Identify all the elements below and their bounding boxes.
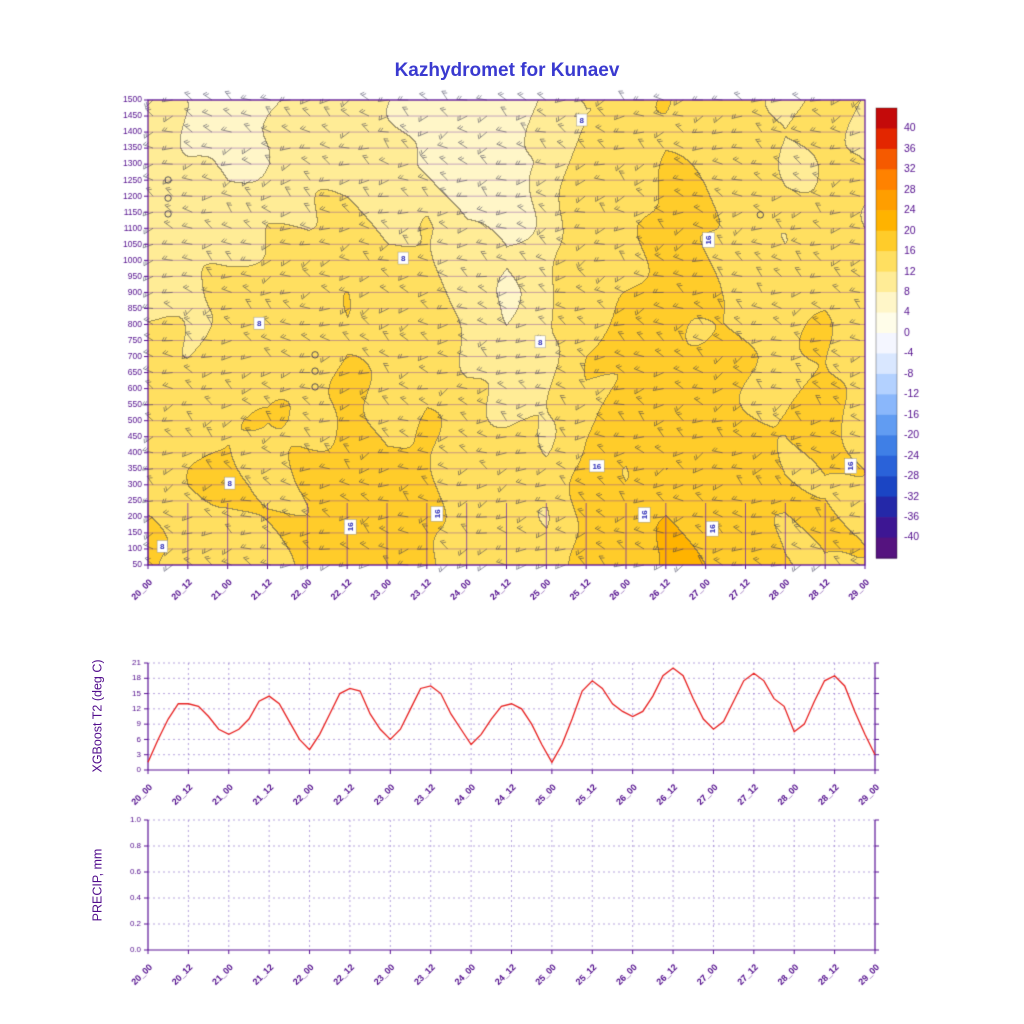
precip-axis-label: PRECIP, mm xyxy=(84,812,110,958)
chart-title: Kazhydromet for Kunaev xyxy=(394,60,620,81)
precip-axis-label-text: PRECIP, mm xyxy=(90,848,105,922)
t2-axis-label: XGBoost T2 (deg C) xyxy=(84,652,110,780)
t2-axis-label-text: XGBoost T2 (deg C) xyxy=(90,659,105,773)
